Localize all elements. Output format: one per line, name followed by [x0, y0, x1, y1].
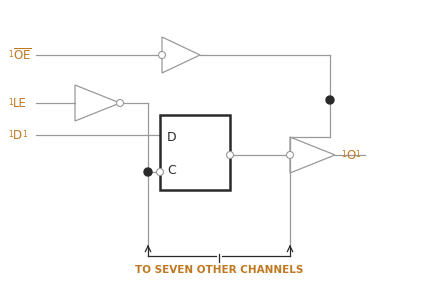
Text: D: D: [13, 128, 22, 141]
Circle shape: [117, 99, 124, 106]
Text: LE: LE: [13, 96, 27, 109]
Circle shape: [326, 96, 334, 104]
Circle shape: [159, 51, 165, 59]
Circle shape: [226, 151, 234, 158]
Text: 1: 1: [355, 150, 360, 158]
Circle shape: [144, 168, 152, 176]
Text: 1: 1: [8, 49, 13, 59]
Circle shape: [156, 168, 163, 176]
Bar: [160, 115, 230, 190]
Text: 1: 1: [22, 129, 27, 138]
Text: O: O: [346, 148, 355, 161]
Text: $\overline{\rm OE}$: $\overline{\rm OE}$: [13, 47, 32, 63]
Text: D: D: [167, 131, 177, 143]
Circle shape: [286, 151, 293, 158]
Text: TO SEVEN OTHER CHANNELS: TO SEVEN OTHER CHANNELS: [135, 265, 303, 275]
Text: 1: 1: [341, 150, 346, 158]
Text: 1: 1: [8, 98, 13, 106]
Text: 1: 1: [8, 129, 13, 138]
Text: C: C: [167, 163, 176, 176]
